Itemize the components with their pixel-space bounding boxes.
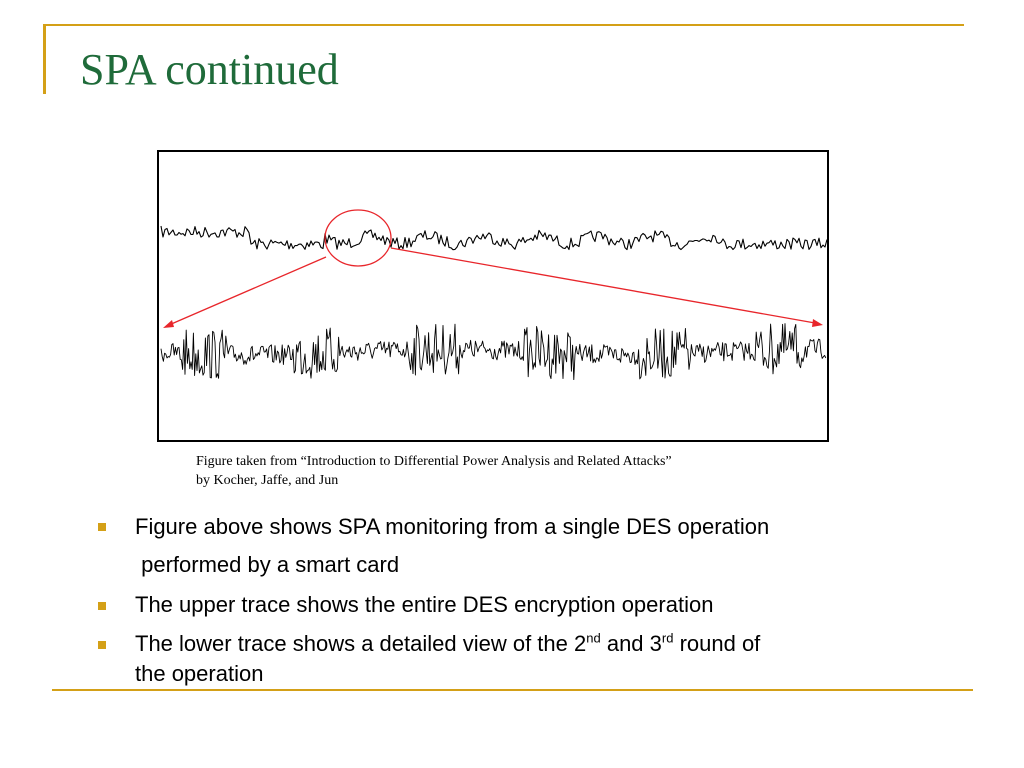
bullet-marker [98,641,106,649]
title-accent-bar [43,24,46,94]
lower-trace [160,323,827,381]
bullet-marker [98,602,106,610]
figure-caption: Figure taken from “Introduction to Diffe… [196,452,672,490]
ordinal-suffix-nd: nd [586,630,601,646]
bullet-1-line-1: Figure above shows SPA monitoring from a… [135,514,770,539]
caption-line-1: Figure taken from “Introduction to Diffe… [196,454,672,469]
caption-line-2: by Kocher, Jaffe, and Jun [196,473,339,488]
upper-trace [160,225,828,251]
bullet-3-text-c: round of [673,631,761,656]
ordinal-suffix-rd: rd [661,630,674,646]
zoom-arrow-left [168,256,327,326]
bullet-1-line-2: performed by a smart card [135,552,400,577]
bullet-3-text-a: The lower trace shows a detailed view of… [135,631,587,656]
top-divider [43,24,964,26]
zoom-arrow-right [390,247,816,324]
power-trace-figure [157,150,829,442]
bullet-3-text-b: and 3 [600,631,662,656]
arrowhead-left [163,320,174,328]
slide-title: SPA continued [80,45,339,94]
arrowhead-right [812,319,823,327]
bottom-divider [52,689,973,691]
bullet-3-line-2: the operation [135,661,264,686]
bullet-marker [98,523,106,531]
highlight-circle [324,209,392,267]
power-trace-image [160,209,828,381]
bullet-3-line-1: The lower trace shows a detailed view of… [135,629,760,659]
bullet-2-line-1: The upper trace shows the entire DES enc… [135,592,714,617]
